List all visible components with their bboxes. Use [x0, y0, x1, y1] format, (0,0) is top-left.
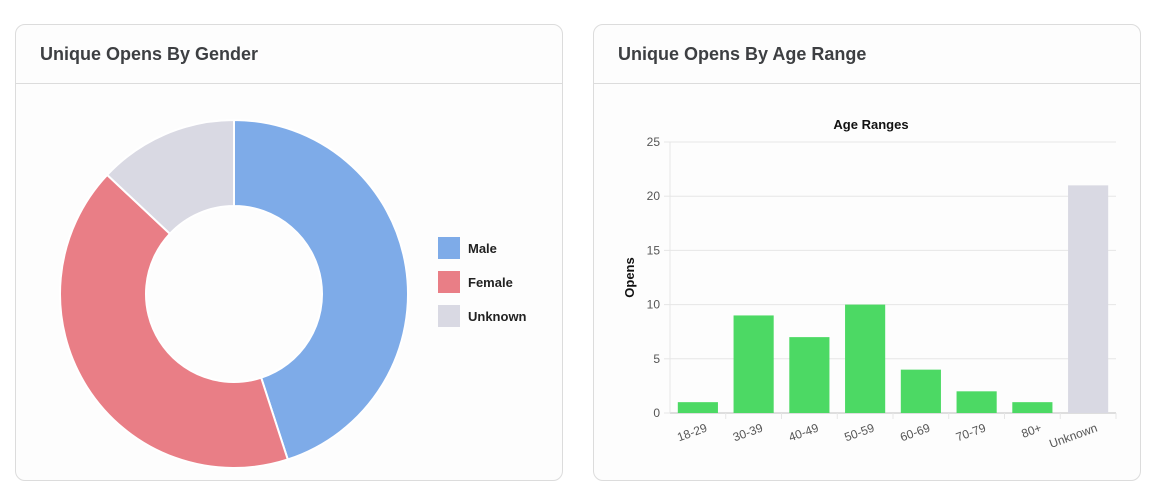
age-bar-chart: Age Ranges 0 5 10 15 20 25 Opens 18-29 30-39 40-49…: [622, 117, 1117, 451]
bar-50-59[interactable]: [845, 304, 886, 413]
bar-unknown[interactable]: [1068, 185, 1109, 413]
legend-swatch-unknown: [438, 305, 460, 327]
x-tick-label: Unknown: [1047, 421, 1099, 451]
gender-doughnut-chart: Male Female Unknown: [59, 118, 527, 469]
bar-70-79[interactable]: [956, 391, 997, 413]
x-tick-label: 40-49: [787, 421, 821, 445]
x-tick-label: 80+: [1019, 421, 1043, 441]
gender-card-body: Male Female Unknown: [16, 84, 562, 480]
legend-label-female: Female: [468, 275, 513, 290]
bar-40-49[interactable]: [789, 337, 830, 413]
gender-card-title: Unique Opens By Gender: [16, 25, 562, 84]
doughnut-slice-male[interactable]: [233, 118, 410, 461]
x-tick-label: 60-69: [898, 421, 932, 445]
x-tick-label: 50-59: [843, 421, 877, 445]
x-tick-label: 70-79: [954, 421, 988, 445]
y-tick-label: 5: [653, 352, 660, 366]
bar-60-69[interactable]: [900, 369, 941, 413]
y-tick-label: 15: [647, 243, 661, 257]
bar-18-29[interactable]: [677, 402, 718, 413]
y-tick-label: 25: [647, 135, 661, 149]
gender-card: Unique Opens By Gender Male Female Unknown: [15, 24, 563, 481]
doughnut-slice-female[interactable]: [59, 173, 290, 469]
bar-80[interactable]: [1012, 402, 1053, 413]
legend-swatch-male: [438, 237, 460, 259]
age-card-body: Age Ranges 0 5 10 15 20 25 Opens 18-29 30-39 40-49…: [594, 84, 1140, 480]
y-tick-label: 20: [647, 189, 661, 203]
x-tick-label: 18-29: [675, 421, 709, 445]
x-tick-label: 30-39: [731, 421, 765, 445]
legend-swatch-female: [438, 271, 460, 293]
y-tick-label: 10: [647, 298, 661, 312]
bar-30-39[interactable]: [733, 315, 774, 413]
legend-label-male: Male: [468, 241, 497, 256]
bar-chart-title: Age Ranges: [833, 117, 908, 132]
doughnut-slice-unknown[interactable]: [105, 118, 235, 236]
age-card-title: Unique Opens By Age Range: [594, 25, 1140, 84]
age-card: Unique Opens By Age Range Age Ranges 0 5 10…: [593, 24, 1141, 481]
y-axis-label: Opens: [622, 257, 637, 297]
legend-label-unknown: Unknown: [468, 309, 527, 324]
y-tick-label: 0: [653, 406, 660, 420]
